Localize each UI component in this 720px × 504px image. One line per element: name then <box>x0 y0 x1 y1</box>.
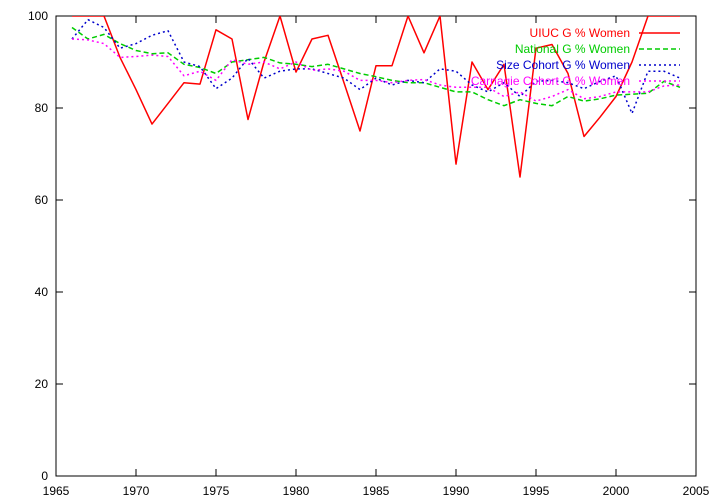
legend-label: UIUC G % Women <box>530 26 630 40</box>
series-layer <box>71 16 681 178</box>
y-tick-label: 20 <box>35 377 49 391</box>
y-tick-label: 0 <box>41 469 48 483</box>
legend-label: Carnagie Cohort G % Women <box>471 74 630 88</box>
x-tick-label: 1965 <box>43 484 70 498</box>
x-tick-label: 1990 <box>443 484 470 498</box>
x-tick-label: 1980 <box>283 484 310 498</box>
x-tick-label: 1985 <box>363 484 390 498</box>
x-tick-label: 1970 <box>123 484 150 498</box>
x-tick-label: 2005 <box>683 484 710 498</box>
y-tick-label: 60 <box>35 193 49 207</box>
x-tick-label: 2000 <box>603 484 630 498</box>
y-tick-label: 100 <box>28 9 48 23</box>
series-line-4 <box>71 38 681 102</box>
legend: UIUC G % Women National G % Women Size Coh… <box>471 26 680 88</box>
legend-label: Size Cohort G % Women <box>496 58 630 72</box>
y-axis: 0 20 40 60 80 100 <box>28 9 696 483</box>
series-line-1 <box>72 16 680 178</box>
y-tick-label: 80 <box>35 101 49 115</box>
legend-label: National G % Women <box>515 42 630 56</box>
x-axis: 1965 1970 1975 1980 1985 1990 1995 2000 2005 <box>43 16 710 498</box>
x-tick-label: 1995 <box>523 484 550 498</box>
y-tick-label: 40 <box>35 285 49 299</box>
series-line-2 <box>71 26 681 107</box>
x-tick-label: 1975 <box>203 484 230 498</box>
series-line-3 <box>71 18 681 115</box>
plot-area: 1965 1970 1975 1980 1985 1990 1995 2000 2005 0 20… <box>28 9 710 498</box>
